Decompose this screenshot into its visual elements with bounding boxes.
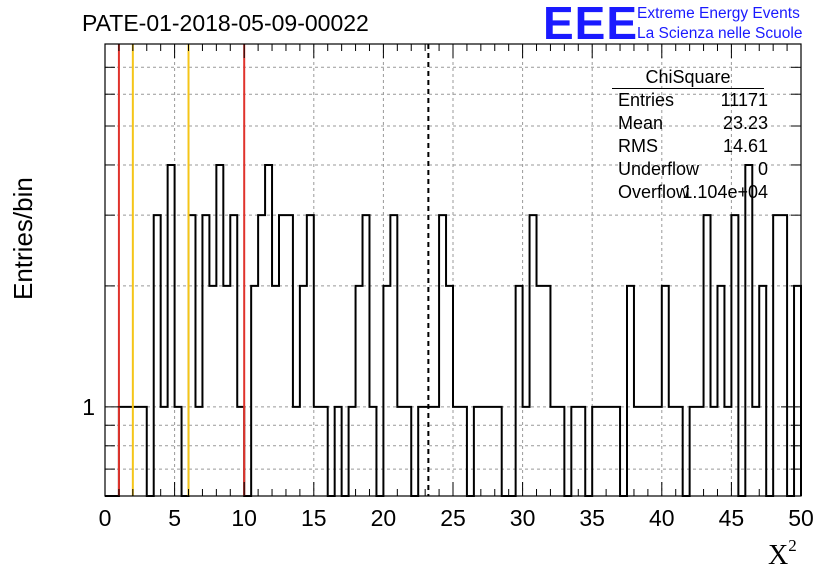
stats-value: 0 [757,159,768,179]
stats-value: 14.61 [722,136,768,156]
stats-row-rms: RMS 14.61 [612,135,774,158]
stats-value: 1.104e+04 [682,182,768,202]
stats-key: RMS [618,136,658,156]
logo-line-1: Extreme Energy Events [637,5,800,22]
logo-line-2: La Scienza nelle Scuole [637,25,803,42]
x-tick-label: 0 [99,505,112,531]
x-tick-label: 25 [440,505,466,531]
y-axis-label: Entries/bin [8,177,38,300]
stats-key: Overflow [618,182,690,202]
stats-box: ChiSquare Entries 11171 Mean 23.23 RMS 1… [612,66,774,204]
stats-title: ChiSquare [612,66,764,89]
x-tick-label: 15 [301,505,327,531]
eee-logo: EEE [543,0,639,49]
x-axis-label: X2 [768,536,797,571]
stats-value: 23.23 [722,113,768,133]
y-tick-label: 1 [82,394,95,420]
stats-row-underflow: Underflow 0 [612,158,774,181]
stats-row-entries: Entries 11171 [612,89,774,112]
stats-key: Entries [618,90,675,110]
x-tick-label: 5 [168,505,181,531]
plot-area [105,44,801,496]
x-tick-label: 20 [371,505,397,531]
x-tick-label: 45 [719,505,745,531]
stats-value: 11171 [720,90,768,110]
stats-row-overflow: Overflow 1.104e+04 [612,181,774,204]
histogram-outline [105,163,802,497]
x-tick-label: 50 [788,505,814,531]
x-tick-label: 30 [510,505,536,531]
stats-key: Underflow [618,159,700,179]
chart-title: PATE-01-2018-05-09-00022 [82,10,369,36]
x-tick-label: 40 [649,505,675,531]
x-tick-label: 35 [579,505,605,531]
stats-row-mean: Mean 23.23 [612,112,774,135]
x-tick-label: 10 [231,505,257,531]
stats-key: Mean [618,113,664,133]
